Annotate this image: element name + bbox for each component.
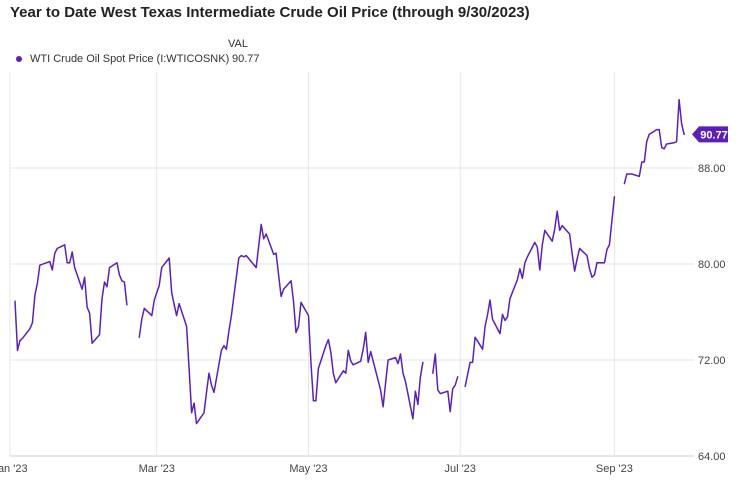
y-tick-label: 64.00: [698, 451, 726, 463]
series-line-segment: [464, 196, 616, 388]
last-value-callout: 90.77: [692, 126, 728, 143]
chart-title: Year to Date West Texas Intermediate Cru…: [10, 4, 530, 21]
y-axis: 64.00 72.00 80.00 88.00: [698, 163, 726, 463]
x-tick-label: May '23: [289, 463, 327, 475]
legend-value-header: VAL: [228, 38, 248, 50]
series-layer: [14, 98, 685, 425]
legend-marker: [16, 56, 22, 62]
x-tick-label: Mar '23: [139, 463, 175, 475]
x-axis: Jan '23 Mar '23 May '23 Jul '23 Sep '23: [0, 463, 633, 475]
grid-layer: [9, 72, 694, 457]
series-line-segment: [138, 223, 424, 425]
y-tick-label: 72.00: [698, 355, 726, 367]
series-line-segment: [432, 353, 459, 413]
legend-series-value: 90.77: [232, 53, 260, 65]
y-tick-label: 88.00: [698, 163, 726, 175]
last-value-badge: [692, 126, 728, 143]
x-tick-label: Jul '23: [444, 463, 475, 475]
x-tick-label: Jan '23: [0, 463, 28, 475]
last-value-label: 90.77: [700, 129, 728, 141]
legend-entry[interactable]: WTI Crude Oil Spot Price (I:WTICOSNK) 90…: [16, 53, 260, 65]
y-tick-label: 80.00: [698, 259, 726, 271]
series-line-segment: [14, 244, 128, 352]
series-line-segment: [623, 98, 685, 185]
legend-series-name: WTI Crude Oil Spot Price (I:WTICOSNK): [30, 53, 230, 65]
x-tick-label: Sep '23: [596, 463, 633, 475]
